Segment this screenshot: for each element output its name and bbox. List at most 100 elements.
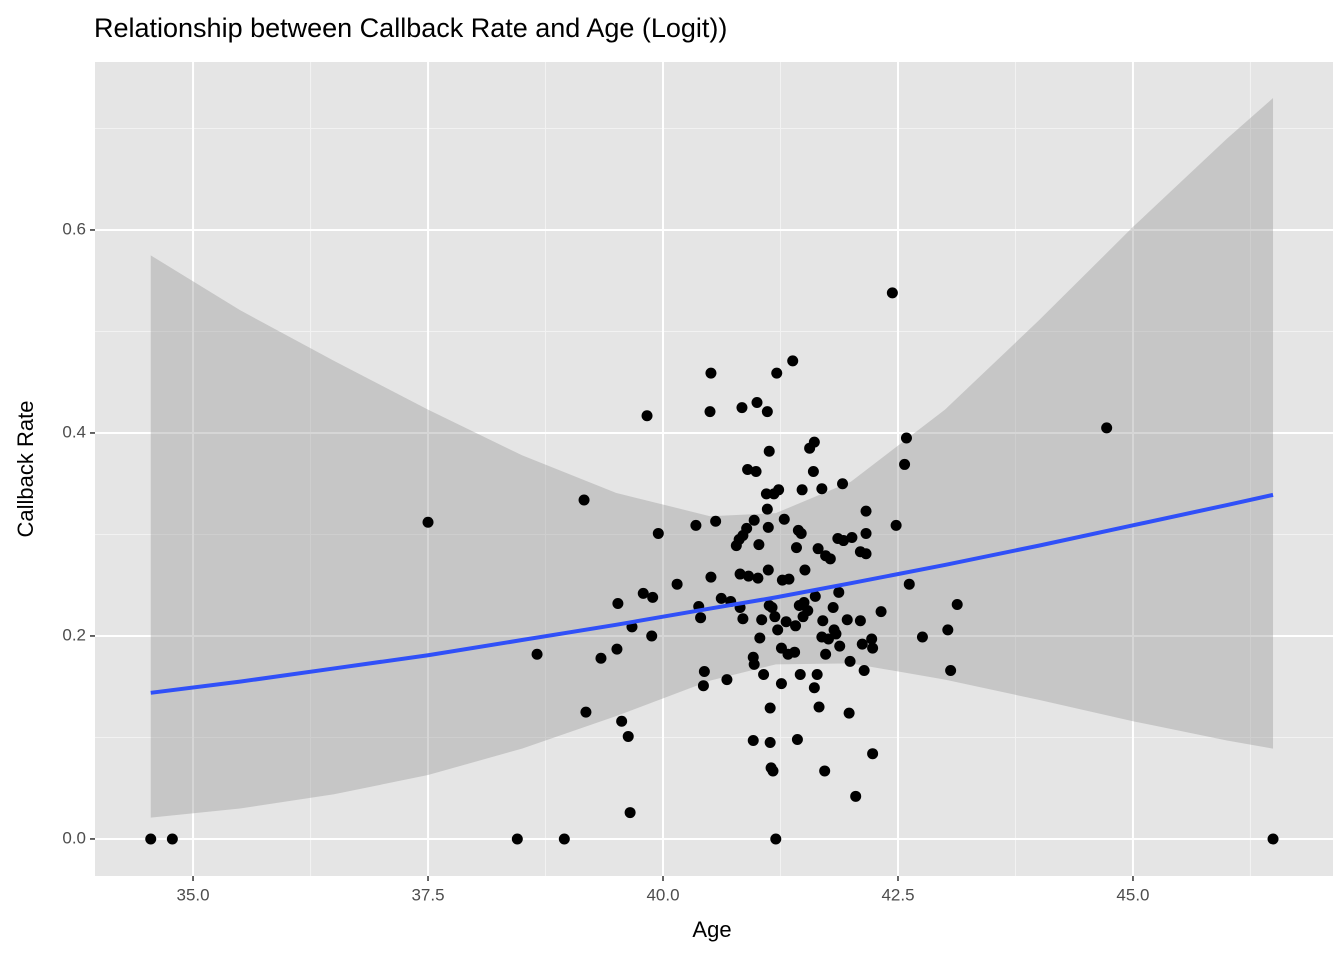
data-point (790, 620, 802, 632)
data-point (860, 527, 872, 539)
data-point (813, 701, 825, 713)
data-point (612, 597, 624, 609)
data-point (791, 733, 803, 745)
data-point (858, 664, 870, 676)
data-point (866, 633, 878, 645)
data-point (652, 527, 664, 539)
data-point (741, 522, 753, 534)
data-point (789, 646, 801, 658)
data-point (780, 616, 792, 628)
data-point (809, 590, 821, 602)
data-point (775, 678, 787, 690)
data-point (783, 573, 795, 585)
data-point (690, 519, 702, 531)
data-point (695, 612, 707, 624)
data-point (886, 287, 898, 299)
data-point (903, 578, 915, 590)
data-point (761, 503, 773, 515)
data-point (641, 410, 653, 422)
data-point (166, 833, 178, 845)
data-point (812, 543, 824, 555)
fit-line (150, 492, 1274, 695)
data-point (916, 631, 928, 643)
data-point (721, 674, 733, 686)
data-point (816, 483, 828, 495)
data-point (1101, 422, 1113, 434)
y-tick-label: 0.0 (62, 828, 86, 847)
data-point (736, 402, 748, 414)
data-point (616, 715, 628, 727)
data-point (671, 578, 683, 590)
data-point (778, 513, 790, 525)
data-point (751, 397, 763, 409)
data-point (705, 367, 717, 379)
data-point (772, 624, 784, 636)
data-point (748, 658, 760, 670)
data-point (766, 602, 778, 614)
data-point (796, 484, 808, 496)
data-point (764, 737, 776, 749)
data-point (770, 833, 782, 845)
data-point (769, 611, 781, 623)
data-point (580, 706, 592, 718)
confidence-band (150, 98, 1274, 818)
data-point (844, 655, 856, 667)
data-point (890, 519, 902, 531)
data-point (854, 615, 866, 627)
data-point (637, 587, 649, 599)
data-point (697, 680, 709, 692)
data-point (843, 707, 855, 719)
data-point (945, 664, 957, 676)
plot-panel (95, 62, 1333, 876)
data-point (771, 367, 783, 379)
data-point (704, 406, 716, 418)
data-point (758, 669, 770, 681)
data-point (742, 464, 754, 476)
data-point (900, 432, 912, 444)
data-point (820, 648, 832, 660)
x-tick-label: 42.5 (881, 885, 914, 904)
data-point (698, 665, 710, 677)
y-axis-label: Callback Rate (13, 401, 38, 538)
data-point (833, 586, 845, 598)
data-point (715, 592, 727, 604)
data-point (624, 807, 636, 819)
data-point (817, 615, 829, 627)
data-point (753, 539, 765, 551)
data-point (773, 484, 785, 496)
data-point (422, 516, 434, 528)
x-tick-label: 40.0 (646, 885, 679, 904)
data-point (710, 515, 722, 527)
data-point (622, 730, 634, 742)
data-point (737, 613, 749, 625)
data-point (752, 572, 764, 584)
data-point (794, 669, 806, 681)
data-point (754, 632, 766, 644)
data-point (762, 564, 774, 576)
data-point (761, 406, 773, 418)
data-point (808, 436, 820, 448)
data-point (841, 614, 853, 626)
data-point (762, 521, 774, 533)
data-point (578, 494, 590, 506)
x-tick-label: 37.5 (411, 885, 444, 904)
y-tick-label: 0.6 (62, 219, 86, 238)
x-tick-label: 35.0 (176, 885, 209, 904)
data-point (942, 624, 954, 636)
data-point (856, 638, 868, 650)
data-point (850, 790, 862, 802)
data-point (748, 514, 760, 526)
data-point (763, 445, 775, 457)
data-point (647, 591, 659, 603)
data-point (558, 833, 570, 845)
data-point (808, 682, 820, 694)
data-point (795, 527, 807, 539)
data-point (145, 833, 157, 845)
data-point (764, 702, 776, 714)
chart-title: Relationship between Callback Rate and A… (94, 13, 727, 43)
data-point (867, 748, 879, 760)
data-point (846, 532, 858, 544)
data-point (734, 568, 746, 580)
data-point (511, 833, 523, 845)
